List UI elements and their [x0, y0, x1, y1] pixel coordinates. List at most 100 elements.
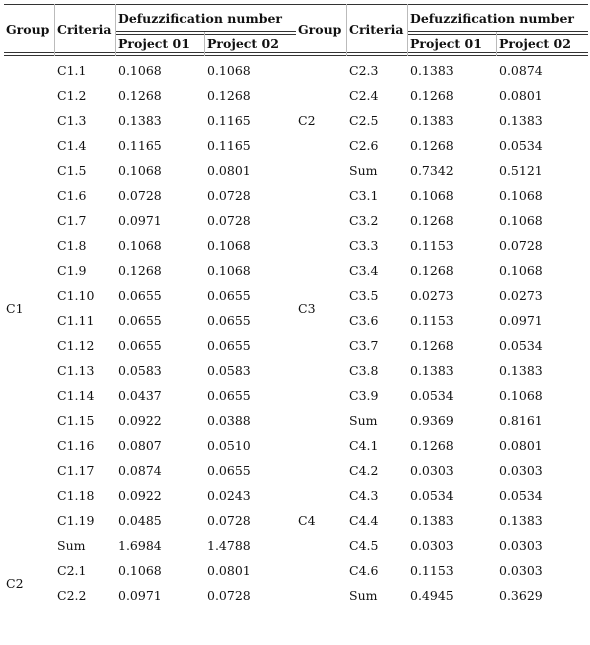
header-criteria: Criteria	[57, 22, 112, 37]
header-rule	[4, 52, 296, 53]
criteria-cell: Sum	[57, 538, 86, 553]
column-divider	[54, 4, 55, 56]
criteria-cell: C2.1	[57, 563, 87, 578]
criteria-cell: C1.6	[57, 188, 87, 203]
project-02-value: 0.0534	[499, 138, 543, 153]
project-01-value: 0.1153	[410, 313, 454, 328]
project-01-value: 0.7342	[410, 163, 454, 178]
project-01-value: 0.0922	[118, 488, 162, 503]
criteria-cell: C1.18	[57, 488, 95, 503]
project-02-value: 0.0273	[499, 288, 543, 303]
project-01-value: 0.1153	[410, 563, 454, 578]
criteria-cell: C2.5	[349, 113, 379, 128]
project-01-value: 0.1068	[410, 188, 454, 203]
project-01-value: 0.0534	[410, 488, 454, 503]
project-02-value: 0.0388	[207, 413, 251, 428]
project-02-value: 0.0728	[207, 188, 251, 203]
header-group: Group	[298, 22, 342, 37]
sub-rule	[408, 31, 588, 32]
project-01-value: 0.0655	[118, 338, 162, 353]
group-label: C2	[6, 575, 24, 591]
project-02-value: 0.1068	[499, 188, 543, 203]
project-02-value: 0.0801	[499, 88, 543, 103]
project-02-value: 0.0534	[499, 338, 543, 353]
criteria-cell: C1.14	[57, 388, 95, 403]
project-01-value: 0.1383	[410, 363, 454, 378]
criteria-cell: C2.4	[349, 88, 379, 103]
sub-rule	[116, 34, 296, 35]
project-01-value: 0.0655	[118, 288, 162, 303]
criteria-cell: C1.16	[57, 438, 95, 453]
criteria-cell: C3.9	[349, 388, 379, 403]
criteria-cell: C1.9	[57, 263, 87, 278]
project-02-value: 0.0303	[499, 463, 543, 478]
criteria-cell: C1.15	[57, 413, 95, 428]
header-defuzzification: Defuzzification number	[410, 11, 574, 26]
project-02-value: 0.0303	[499, 538, 543, 553]
criteria-cell: C3.7	[349, 338, 379, 353]
project-01-value: 0.0437	[118, 388, 162, 403]
criteria-cell: C3.1	[349, 188, 379, 203]
criteria-cell: Sum	[349, 588, 378, 603]
criteria-cell: C4.5	[349, 538, 379, 553]
project-01-value: 0.0728	[118, 188, 162, 203]
project-02-value: 0.3629	[499, 588, 543, 603]
criteria-cell: Sum	[349, 163, 378, 178]
criteria-cell: C2.2	[57, 588, 87, 603]
project-01-value: 0.0655	[118, 313, 162, 328]
project-01-value: 0.1165	[118, 138, 162, 153]
project-01-value: 0.1068	[118, 238, 162, 253]
project-02-value: 0.0510	[207, 438, 251, 453]
project-02-value: 0.1383	[499, 113, 543, 128]
criteria-cell: C2.3	[349, 63, 379, 78]
header-defuzzification: Defuzzification number	[118, 11, 282, 26]
project-01-value: 0.1153	[410, 238, 454, 253]
project-02-value: 0.0303	[499, 563, 543, 578]
project-01-value: 0.1068	[118, 63, 162, 78]
group-label: C2	[298, 113, 316, 128]
header-project-01: Project 01	[118, 36, 190, 51]
column-divider	[346, 4, 347, 56]
project-02-value: 0.0655	[207, 338, 251, 353]
sub-rule	[116, 31, 296, 32]
project-01-value: 0.0922	[118, 413, 162, 428]
project-02-value: 0.0243	[207, 488, 251, 503]
column-divider	[496, 32, 497, 56]
criteria-cell: C1.3	[57, 113, 87, 128]
project-01-value: 0.9369	[410, 413, 454, 428]
project-02-value: 0.1068	[207, 263, 251, 278]
column-divider	[407, 4, 408, 56]
project-02-value: 0.8161	[499, 413, 543, 428]
criteria-cell: C1.17	[57, 463, 95, 478]
project-02-value: 0.1068	[499, 263, 543, 278]
project-01-value: 0.1268	[410, 138, 454, 153]
project-02-value: 0.0801	[207, 163, 251, 178]
header-project-02: Project 02	[499, 36, 571, 51]
criteria-cell: C1.1	[57, 63, 87, 78]
project-01-value: 0.1268	[118, 263, 162, 278]
project-02-value: 0.1068	[207, 238, 251, 253]
project-01-value: 0.0971	[118, 588, 162, 603]
header-rule	[4, 55, 296, 56]
column-divider	[115, 4, 116, 56]
project-01-value: 0.0485	[118, 513, 162, 528]
criteria-cell: C1.11	[57, 313, 95, 328]
criteria-cell: C1.19	[57, 513, 95, 528]
group-label: C3	[298, 300, 316, 316]
project-01-value: 0.0273	[410, 288, 454, 303]
project-02-value: 0.0801	[499, 438, 543, 453]
project-01-value: 0.1268	[410, 263, 454, 278]
project-01-value: 0.0534	[410, 388, 454, 403]
project-02-value: 0.0728	[207, 213, 251, 228]
project-02-value: 0.5121	[499, 163, 543, 178]
project-02-value: 0.1068	[499, 213, 543, 228]
project-02-value: 0.0655	[207, 288, 251, 303]
project-02-value: 0.1068	[499, 388, 543, 403]
project-01-value: 0.1068	[118, 563, 162, 578]
criteria-cell: C4.1	[349, 438, 379, 453]
table-left: Group Criteria Defuzzification number Pr…	[4, 4, 296, 604]
project-02-value: 0.0728	[207, 513, 251, 528]
project-02-value: 0.0655	[207, 313, 251, 328]
project-02-value: 0.0728	[207, 588, 251, 603]
project-01-value: 0.4945	[410, 588, 454, 603]
